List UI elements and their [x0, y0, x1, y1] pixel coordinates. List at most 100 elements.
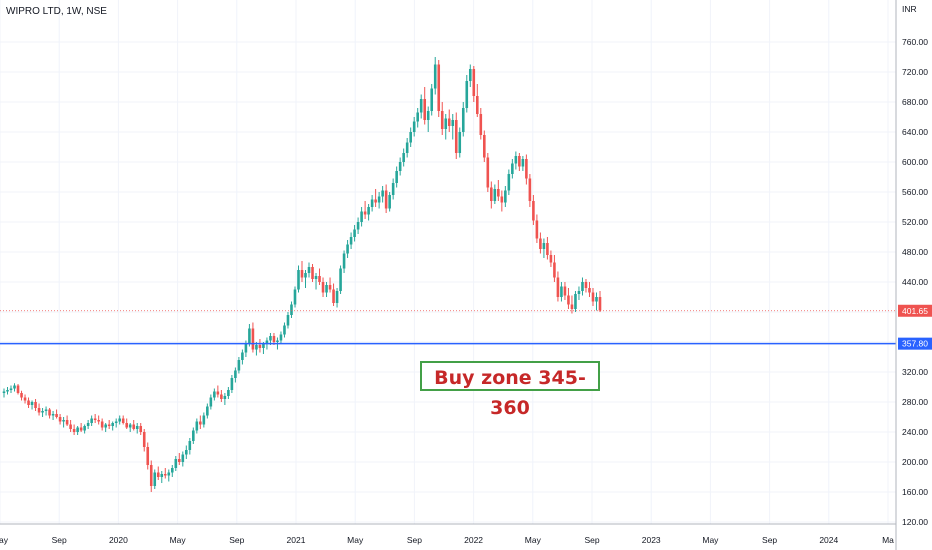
- candle-body: [391, 183, 395, 195]
- candle-body: [328, 285, 332, 290]
- candle-body: [598, 297, 602, 311]
- last-price-tag: [898, 304, 932, 317]
- candle-body: [272, 336, 276, 342]
- candle-body: [356, 222, 360, 230]
- candle-body: [349, 237, 353, 245]
- candle-body: [234, 370, 237, 378]
- candle-body: [174, 459, 178, 468]
- candle-body: [290, 304, 293, 315]
- candle-body: [542, 243, 546, 249]
- time-tick-label: Sep: [584, 535, 599, 545]
- candle-body: [325, 285, 328, 293]
- candle-body: [532, 201, 535, 221]
- price-tick-label: 480.00: [902, 247, 928, 257]
- candle-body: [223, 396, 227, 399]
- candle-body: [37, 408, 41, 413]
- candle-body: [192, 430, 195, 441]
- price-axis[interactable]: 120.00160.00200.00240.00280.00320.00360.…: [895, 0, 932, 550]
- candle-body: [367, 207, 370, 215]
- candle-body: [507, 174, 511, 191]
- candle-body: [237, 360, 241, 371]
- candle-body: [121, 418, 125, 423]
- candle-body: [444, 118, 448, 129]
- candle-body: [185, 450, 188, 455]
- time-tick-label: Sep: [762, 535, 777, 545]
- candlestick-series: [2, 57, 602, 492]
- candle-body: [339, 268, 342, 291]
- price-tick-label: 520.00: [902, 217, 928, 227]
- candle-body: [567, 295, 570, 305]
- time-tick-label: 2022: [464, 535, 483, 545]
- time-tick-label: Sep: [407, 535, 422, 545]
- currency-label: INR: [902, 4, 917, 14]
- candle-body: [318, 276, 321, 282]
- candle-body: [521, 159, 525, 167]
- candle-body: [370, 199, 374, 207]
- candle-body: [206, 406, 209, 416]
- candle-body: [479, 114, 483, 135]
- candle-body: [486, 157, 490, 188]
- candle-body: [553, 262, 556, 278]
- time-axis[interactable]: May Sep 2020 May Sep 2021 May Sep 2022 May Sep 2023…: [0, 523, 896, 545]
- candle-body: [500, 196, 504, 203]
- candle-body: [251, 328, 255, 350]
- price-tick-label: 160.00: [902, 487, 928, 497]
- candle-body: [563, 286, 567, 296]
- candle-body: [51, 414, 55, 416]
- candle-body: [262, 343, 265, 348]
- buy-zone-annotation[interactable]: Buy zone 345-360: [420, 361, 600, 419]
- candle-body: [360, 211, 363, 222]
- candle-body: [41, 411, 44, 413]
- candle-body: [297, 270, 300, 290]
- candle-body: [560, 286, 563, 297]
- price-tick-label: 320.00: [902, 367, 928, 377]
- time-tick-label: 2023: [642, 535, 661, 545]
- price-tick-label: 240.00: [902, 427, 928, 437]
- candle-body: [588, 288, 591, 293]
- candle-body: [381, 190, 384, 197]
- candle-body: [535, 220, 539, 239]
- candle-body: [170, 468, 174, 473]
- symbol-label: WIPRO LTD, 1W, NSE: [6, 6, 107, 17]
- candle-body: [160, 474, 164, 477]
- candle-body: [300, 270, 304, 278]
- candle-body: [163, 474, 167, 476]
- candle-body: [220, 394, 223, 399]
- candle-body: [549, 255, 553, 263]
- candle-body: [227, 390, 230, 396]
- candle-body: [16, 385, 20, 393]
- candle-body: [139, 426, 143, 432]
- candle-body: [472, 69, 476, 96]
- candle-body: [321, 282, 325, 293]
- candle-body: [107, 424, 111, 426]
- candle-body: [55, 414, 58, 417]
- candle-body: [93, 418, 97, 420]
- candle-body: [276, 340, 279, 342]
- candle-body: [342, 253, 346, 269]
- candle-body: [258, 345, 262, 348]
- price-tick-label: 120.00: [902, 517, 928, 527]
- candle-body: [395, 171, 398, 183]
- price-tick-label: 680.00: [902, 97, 928, 107]
- candle-body: [142, 432, 146, 447]
- candle-body: [426, 111, 430, 120]
- candle-body: [48, 409, 51, 416]
- candle-body: [574, 294, 577, 309]
- time-tick-label: May: [702, 535, 719, 545]
- candle-body: [62, 420, 65, 422]
- candle-body: [483, 135, 486, 158]
- candle-body: [514, 156, 518, 164]
- candle-body: [9, 388, 13, 390]
- candle-body: [353, 229, 356, 237]
- candle-body: [104, 424, 107, 428]
- support-price-label: 357.80: [902, 339, 928, 349]
- candle-body: [405, 142, 409, 153]
- candle-body: [556, 277, 560, 297]
- candle-body: [437, 64, 441, 111]
- candle-body: [97, 420, 100, 422]
- grid-lines: [0, 0, 896, 524]
- time-tick-label: Ma: [882, 535, 894, 545]
- candle-body: [202, 415, 206, 425]
- candle-body: [125, 423, 129, 428]
